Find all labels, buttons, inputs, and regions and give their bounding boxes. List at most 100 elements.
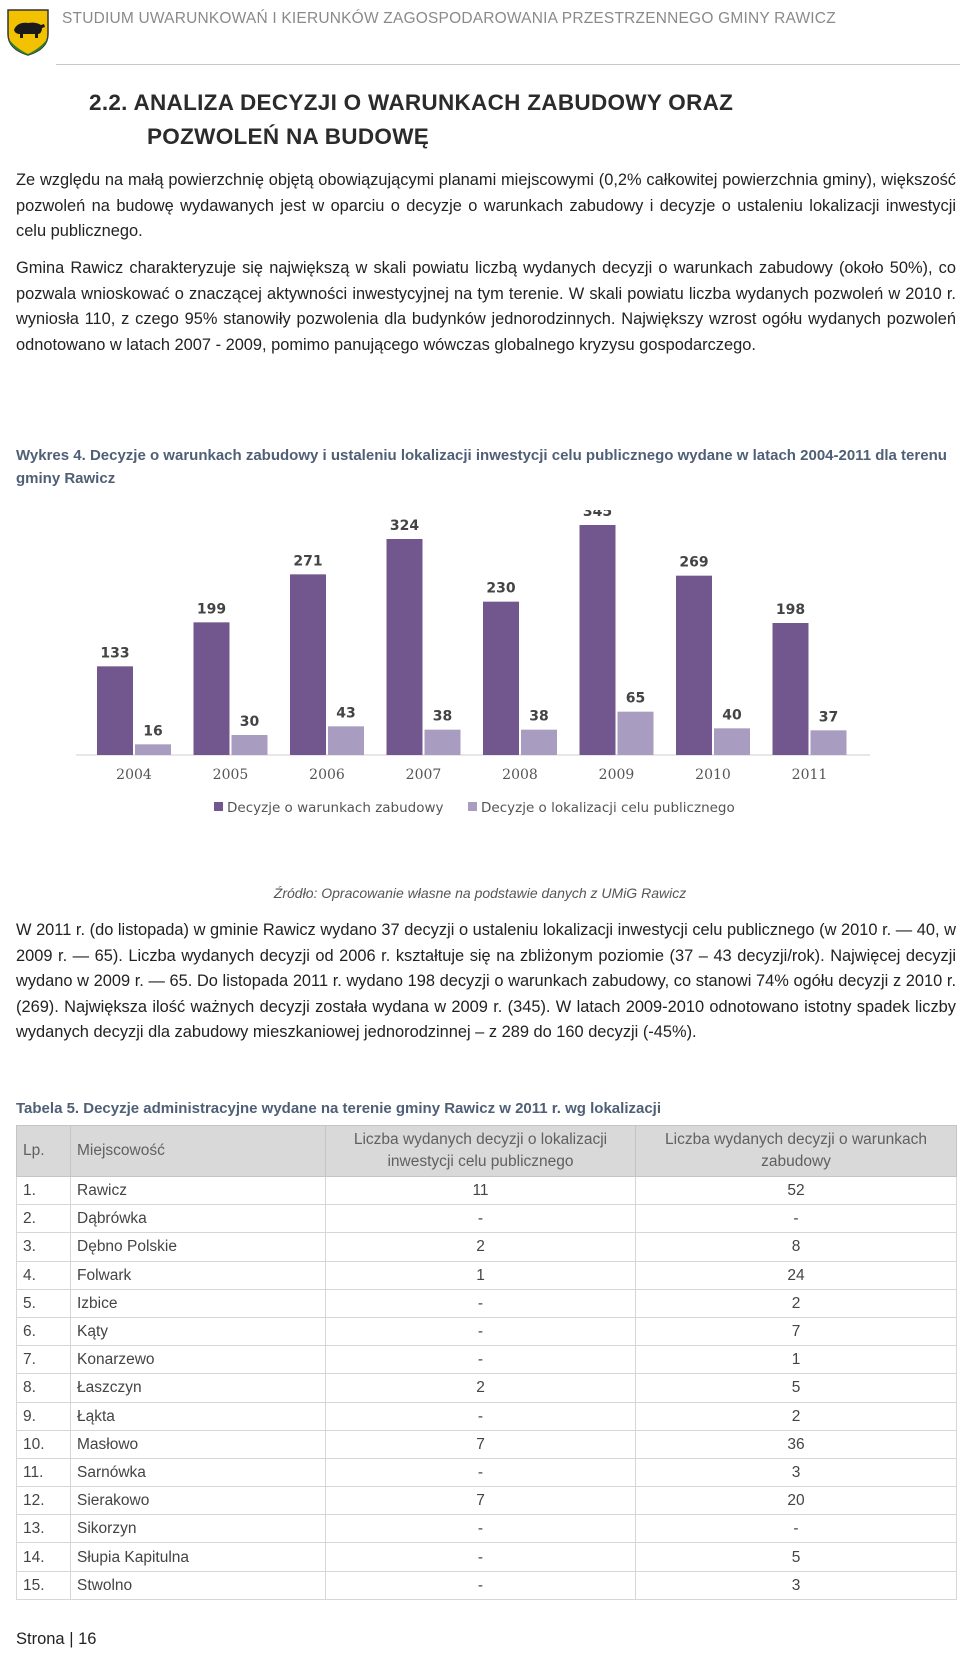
bar-lokalizacja-2010 xyxy=(714,728,750,755)
decisions-table: Lp. Miejscowość Liczba wydanych decyzji … xyxy=(16,1125,957,1600)
table-row: 8. Łaszczyn 2 5 xyxy=(16,1373,957,1403)
cell-location: Sikorzyn xyxy=(70,1514,326,1544)
cell-development-conditions: 2 xyxy=(635,1401,957,1431)
page-number: Strona | 16 xyxy=(16,1630,97,1648)
table-row: 12. Sierakowo 7 20 xyxy=(16,1486,957,1516)
cell-public-purpose: - xyxy=(325,1542,636,1572)
x-tick-label: 2010 xyxy=(695,767,731,783)
x-tick-label: 2009 xyxy=(599,767,635,783)
cell-public-purpose: 2 xyxy=(325,1373,636,1403)
data-label: 198 xyxy=(776,602,805,618)
table-row: 13. Sikorzyn - - xyxy=(16,1514,957,1544)
chart-source: Źródło: Opracowanie własne na podstawie … xyxy=(273,885,687,901)
bar-lokalizacja-2009 xyxy=(617,711,654,755)
section-title-line1: 2.2. ANALIZA DECYZJI O WARUNKACH ZABUDOW… xyxy=(89,90,734,115)
cell-public-purpose: - xyxy=(325,1457,636,1488)
table-row: 7. Konarzewo -1 xyxy=(16,1345,957,1375)
cell-public-purpose: 7 xyxy=(325,1486,636,1516)
cell-development-conditions: 5 xyxy=(635,1542,957,1572)
cell-lp: 1. xyxy=(16,1175,71,1206)
cell-development-conditions: 7 xyxy=(635,1316,957,1347)
cell-development-conditions: 20 xyxy=(635,1486,957,1516)
table-row: 15. Stwolno -3 xyxy=(16,1570,957,1600)
table-row: 9. Łąkta -2 xyxy=(16,1401,957,1431)
x-tick-label: 2005 xyxy=(213,767,249,783)
cell-development-conditions: 2 xyxy=(635,1288,957,1318)
cell-public-purpose: 2 xyxy=(325,1232,636,1262)
cell-location: Folwark xyxy=(70,1260,326,1290)
cell-location: Łaszczyn xyxy=(70,1373,326,1403)
section-title-line2: POZWOLEŃ NA BUDOWĘ xyxy=(147,124,430,149)
cell-public-purpose: - xyxy=(325,1316,636,1347)
legend-swatch xyxy=(214,802,223,811)
data-label: 43 xyxy=(336,705,355,721)
document-header-title: STUDIUM UWARUNKOWAŃ I KIERUNKÓW ZAGOSPOD… xyxy=(62,10,836,27)
cell-location: Masłowo xyxy=(70,1429,326,1459)
cell-lp: 13. xyxy=(16,1514,71,1544)
cell-lp: 14. xyxy=(16,1542,71,1572)
cell-lp: 4. xyxy=(16,1260,71,1290)
cell-lp: 10. xyxy=(16,1429,71,1459)
cell-development-conditions: 52 xyxy=(635,1175,957,1206)
cell-development-conditions: 36 xyxy=(635,1429,957,1459)
cell-development-conditions: - xyxy=(635,1204,957,1234)
cell-public-purpose: - xyxy=(325,1401,636,1431)
legend-label: Decyzje o warunkach zabudowy xyxy=(227,800,444,816)
cell-lp: 12. xyxy=(16,1486,71,1516)
data-label: 199 xyxy=(197,601,226,617)
paragraph-rawicz: Gmina Rawicz charakteryzuje się najwięks… xyxy=(16,259,956,354)
cell-lp: 9. xyxy=(16,1401,71,1431)
bar-warunki-2011 xyxy=(772,623,809,755)
cell-public-purpose: 11 xyxy=(325,1175,636,1206)
paragraph-2011: W 2011 r. (do listopada) w gminie Rawicz… xyxy=(16,921,956,1041)
data-label: 133 xyxy=(100,645,129,661)
cell-location: Dąbrówka xyxy=(70,1204,326,1234)
data-label: 345 xyxy=(583,510,612,520)
cell-location: Sierakowo xyxy=(70,1486,326,1516)
header-divider xyxy=(56,64,960,65)
cell-location: Dębno Polskie xyxy=(70,1232,326,1262)
cell-public-purpose: 1 xyxy=(325,1260,636,1290)
cell-development-conditions: 3 xyxy=(635,1570,957,1600)
cell-development-conditions: 24 xyxy=(635,1260,957,1290)
bar-warunki-2004 xyxy=(97,666,133,755)
cell-public-purpose: - xyxy=(325,1204,636,1234)
cell-public-purpose: 7 xyxy=(325,1429,636,1459)
table-row: 11. Sarnówka -3 xyxy=(16,1457,957,1488)
bar-lokalizacja-2011 xyxy=(810,730,847,755)
cell-location: Słupia Kapitulna xyxy=(70,1542,326,1572)
cell-location: Kąty xyxy=(70,1316,326,1347)
header-development-conditions: Liczba wydanych decyzji o warunkach zabu… xyxy=(635,1125,957,1177)
cell-public-purpose: - xyxy=(325,1288,636,1318)
cell-lp: 7. xyxy=(16,1345,71,1375)
cell-development-conditions: - xyxy=(635,1514,957,1544)
bar-warunki-2005 xyxy=(193,622,230,755)
data-label: 269 xyxy=(679,555,708,571)
cell-lp: 15. xyxy=(16,1570,71,1600)
header-public-purpose: Liczba wydanych decyzji o lokalizacji in… xyxy=(325,1125,636,1177)
cell-development-conditions: 1 xyxy=(635,1345,957,1375)
data-label: 38 xyxy=(529,709,548,725)
cell-location: Łąkta xyxy=(70,1401,326,1431)
table-row: 6. Kąty -7 xyxy=(16,1316,957,1347)
data-label: 40 xyxy=(722,707,742,723)
bar-lokalizacja-2007 xyxy=(424,729,461,755)
cell-public-purpose: - xyxy=(325,1514,636,1544)
cell-public-purpose: - xyxy=(325,1570,636,1600)
bar-warunki-2006 xyxy=(290,574,326,755)
cell-development-conditions: 5 xyxy=(635,1373,957,1403)
bar-warunki-2009 xyxy=(579,525,616,755)
bear-coat-of-arms-icon xyxy=(7,9,49,56)
cell-development-conditions: 8 xyxy=(635,1232,957,1262)
cell-location: Konarzewo xyxy=(70,1345,326,1375)
cell-lp: 6. xyxy=(16,1316,71,1347)
data-label: 65 xyxy=(626,691,645,707)
bar-warunki-2007 xyxy=(386,539,423,755)
header-location: Miejscowość xyxy=(70,1125,326,1177)
cell-public-purpose: - xyxy=(325,1345,636,1375)
bar-lokalizacja-2006 xyxy=(328,726,364,755)
bar-lokalizacja-2008 xyxy=(521,729,557,755)
table-row: 10. Masłowo 7 36 xyxy=(16,1429,957,1459)
cell-location: Stwolno xyxy=(70,1570,326,1600)
bar-lokalizacja-2004 xyxy=(135,744,171,755)
